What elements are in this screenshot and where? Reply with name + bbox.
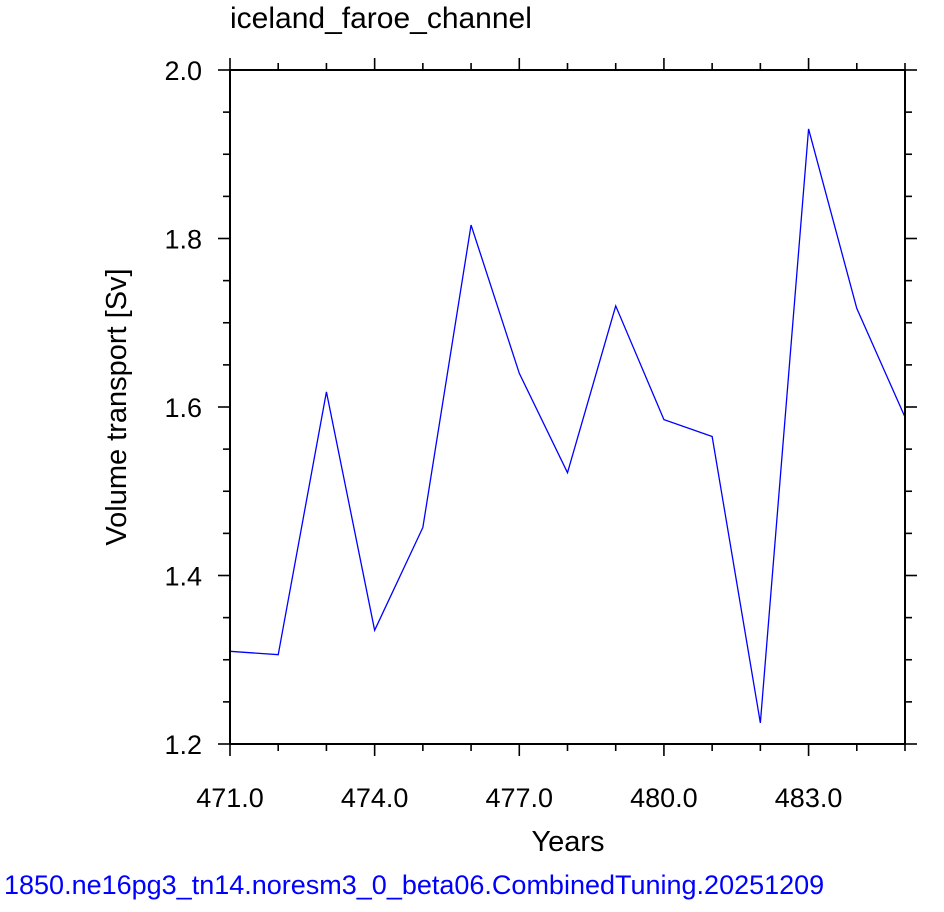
- x-tick-label: 477.0: [485, 783, 553, 813]
- footer-caption: 1850.ne16pg3_tn14.noresm3_0_beta06.Combi…: [4, 870, 825, 900]
- y-axis-label: Volume transport [Sv]: [101, 268, 133, 545]
- plot-frame: [229, 69, 906, 745]
- x-tick-label: 474.0: [341, 783, 409, 813]
- tick-labels: 471.0 474.0 477.0 480.0 483.0 1.2 1.4 1.6 1.8 2.0: [164, 56, 842, 813]
- x-axis-label: Years: [531, 826, 604, 858]
- y-tick-label: 1.4: [164, 562, 202, 592]
- y-tick-label: 1.8: [164, 225, 202, 255]
- x-tick-label: 483.0: [775, 783, 843, 813]
- chart-title: iceland_faroe_channel: [230, 2, 532, 35]
- x-tick-label: 480.0: [630, 783, 698, 813]
- y-tick-label: 1.6: [164, 393, 202, 423]
- axis-ticks: [218, 58, 917, 756]
- y-tick-label: 1.2: [164, 730, 202, 760]
- x-tick-label: 471.0: [196, 783, 264, 813]
- series-line: [229, 128, 906, 724]
- y-tick-label: 2.0: [164, 56, 202, 86]
